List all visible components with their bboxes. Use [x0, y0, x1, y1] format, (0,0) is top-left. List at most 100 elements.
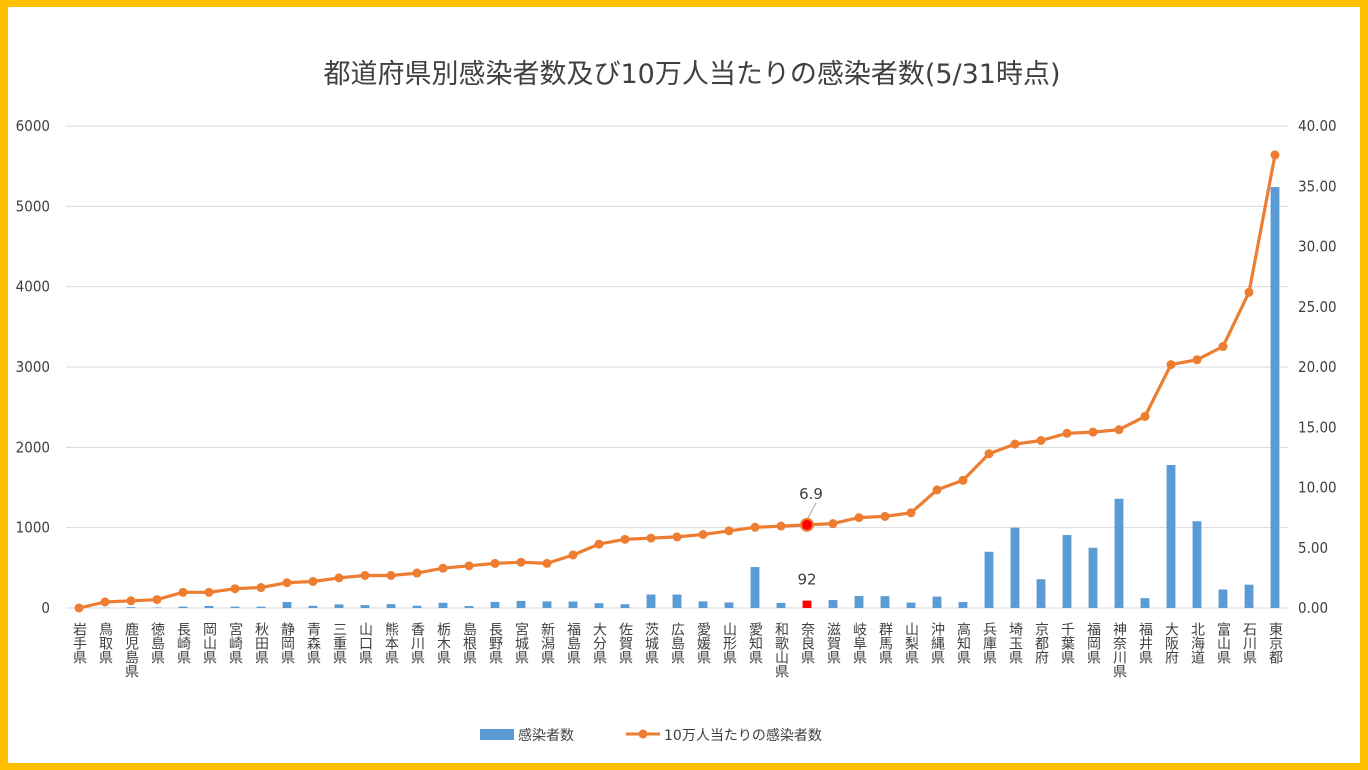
- legend-line-marker: [638, 729, 648, 739]
- category-label: 和歌山県: [773, 622, 789, 678]
- bar: [1270, 187, 1280, 608]
- category-label: 徳島県: [149, 622, 165, 664]
- left-tick-label: 6000: [16, 117, 50, 135]
- bar: [828, 599, 838, 608]
- bar: [932, 596, 942, 608]
- line-point: [230, 584, 240, 594]
- data-labels: 926.9: [797, 485, 822, 589]
- line-point: [100, 597, 110, 607]
- line-point: [1088, 427, 1098, 437]
- category-label: 沖縄県: [929, 622, 945, 664]
- bar: [568, 601, 578, 608]
- line-point: [984, 449, 994, 459]
- bar: [334, 604, 344, 608]
- chart-frame: 都道府県別感染者数及び10万人当たりの感染者数(5/31時点) 0 1000 200…: [8, 7, 1360, 763]
- category-label: 栃木県: [435, 622, 451, 664]
- line-point: [1166, 360, 1176, 370]
- bar: [880, 596, 890, 608]
- bar: [204, 605, 214, 608]
- right-tick-label: 35.00: [1298, 177, 1337, 195]
- line-point: [1218, 342, 1228, 352]
- bar: [854, 595, 864, 608]
- category-label: 熊本県: [383, 622, 399, 664]
- line-label-leader: [807, 502, 817, 519]
- bar: [802, 600, 812, 608]
- line-point: [1114, 425, 1124, 435]
- category-label: 千葉県: [1059, 622, 1075, 664]
- bar-series: [100, 187, 1280, 608]
- legend-bar-swatch: [480, 729, 514, 740]
- category-label: 滋賀県: [825, 622, 841, 664]
- line-point: [412, 568, 422, 578]
- legend: 感染者数 10万人当たりの感染者数: [480, 727, 822, 744]
- right-tick-label: 30.00: [1298, 238, 1337, 256]
- bar: [1140, 598, 1150, 608]
- category-label: 福井県: [1137, 622, 1153, 664]
- bar: [282, 601, 292, 608]
- category-label: 奈良県: [799, 622, 815, 664]
- line-point: [152, 595, 162, 605]
- right-tick-label: 15.00: [1298, 418, 1337, 436]
- bar: [386, 604, 396, 608]
- bar: [1088, 547, 1098, 608]
- category-label: 広島県: [669, 622, 685, 664]
- line-point: [308, 576, 318, 586]
- legend-line-label: 10万人当たりの感染者数: [664, 727, 822, 744]
- line-point: [1192, 355, 1202, 365]
- bar: [1244, 584, 1254, 608]
- bar: [542, 601, 552, 608]
- bar: [620, 604, 630, 608]
- line-point: [204, 587, 214, 597]
- line-point: [958, 475, 968, 485]
- bar: [178, 606, 188, 608]
- category-label: 大阪府: [1163, 622, 1179, 665]
- category-label: 愛知県: [747, 622, 763, 664]
- category-label: 島根県: [461, 622, 477, 664]
- bar: [594, 603, 604, 608]
- line-point: [906, 508, 916, 518]
- bar: [750, 567, 760, 608]
- gridlines: [66, 125, 1288, 609]
- category-label: 静岡県: [279, 622, 295, 664]
- line-point: [594, 539, 604, 549]
- category-label: 長崎県: [175, 622, 191, 664]
- category-label: 岩手県: [71, 622, 87, 664]
- category-label: 宮崎県: [227, 622, 243, 664]
- category-label: 群馬県: [877, 622, 893, 664]
- bar-data-label: 92: [797, 571, 816, 589]
- category-axis: 岩手県 鳥取県 鹿児島県 徳島県 長崎県 岡山県 宮崎県 秋田県 静岡県 青森県 三重県 山口県 熊本県…: [71, 621, 1283, 678]
- category-label: 佐賀県: [617, 622, 633, 664]
- line-data-label: 6.9: [799, 485, 823, 503]
- line-point: [360, 570, 370, 580]
- category-label: 新潟県: [539, 622, 555, 664]
- chart-title: 都道府県別感染者数及び10万人当たりの感染者数(5/31時点): [323, 59, 1060, 90]
- category-label: 秋田県: [253, 622, 269, 664]
- line-point: [750, 522, 760, 532]
- line-point: [1062, 428, 1072, 438]
- line-point: [800, 517, 814, 532]
- category-label: 京都府: [1033, 622, 1049, 665]
- category-label: 三重県: [331, 622, 347, 664]
- line-point: [464, 561, 474, 571]
- line-point: [438, 563, 448, 573]
- chart: 都道府県別感染者数及び10万人当たりの感染者数(5/31時点) 0 1000 200…: [16, 59, 1337, 744]
- line-point: [516, 557, 526, 567]
- left-tick-label: 2000: [16, 438, 50, 456]
- left-tick-label: 0: [41, 599, 50, 617]
- category-label: 宮城県: [513, 622, 529, 664]
- bar: [126, 607, 136, 608]
- bar: [412, 605, 422, 608]
- line-point: [646, 533, 656, 543]
- bar: [958, 602, 968, 608]
- bar: [646, 594, 656, 608]
- category-label: 山口県: [357, 622, 373, 664]
- category-label: 東京都: [1267, 622, 1283, 664]
- right-axis: 0.00 5.00 10.00 15.00 20.00 25.00 30.00 35.00 40…: [1298, 117, 1337, 617]
- category-label: 福岡県: [1085, 622, 1101, 664]
- category-label: 神奈川県: [1111, 622, 1127, 678]
- left-tick-label: 1000: [16, 519, 50, 537]
- bar: [490, 601, 500, 608]
- bar: [256, 606, 266, 608]
- line-point: [724, 526, 734, 536]
- line-point: [568, 550, 578, 560]
